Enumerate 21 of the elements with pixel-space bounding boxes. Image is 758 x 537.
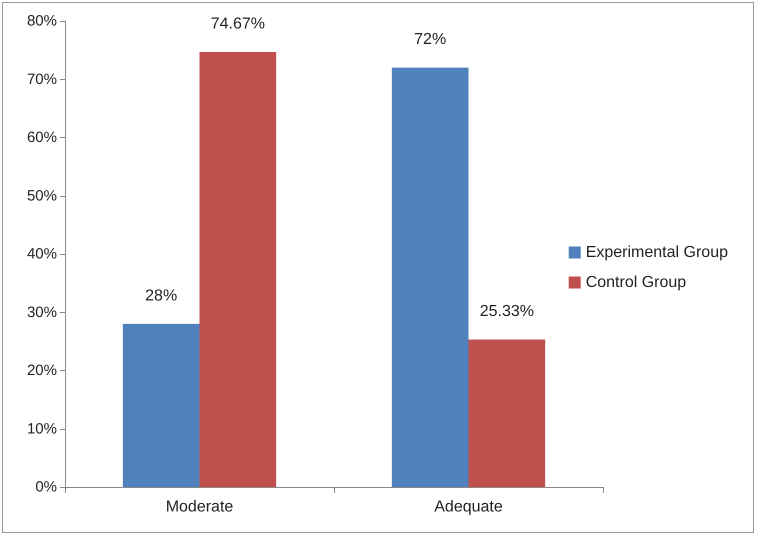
y-tick-label: 70% xyxy=(26,70,57,88)
legend-label: Control Group xyxy=(586,274,686,291)
bar xyxy=(122,324,200,487)
legend-label: Experimental Group xyxy=(586,244,728,261)
bar xyxy=(200,52,276,487)
data-label: 25.33% xyxy=(480,302,534,320)
data-label: 72% xyxy=(414,31,446,48)
y-tick-label: 10% xyxy=(26,420,57,438)
x-tick-label: Adequate xyxy=(434,498,503,516)
bar xyxy=(392,68,468,487)
y-tick-label: 50% xyxy=(26,187,57,204)
x-tick-label: Moderate xyxy=(166,498,234,516)
data-label: 28% xyxy=(145,287,178,304)
y-tick-label: 80% xyxy=(26,12,57,30)
y-tick-label: 60% xyxy=(26,129,57,146)
y-tick-label: 40% xyxy=(26,246,57,262)
data-label: 74.67% xyxy=(210,16,265,33)
bar xyxy=(468,339,546,487)
y-tick-label: 0% xyxy=(35,478,57,496)
y-tick-label: 30% xyxy=(26,304,57,321)
y-tick-label: 20% xyxy=(26,362,57,379)
